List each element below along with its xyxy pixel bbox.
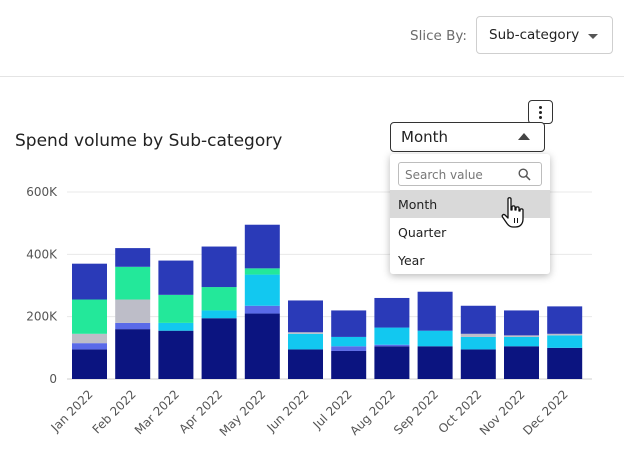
bar-segment <box>115 322 151 330</box>
bar-segment <box>374 297 410 328</box>
x-tick-label: Aug 2022 <box>347 387 398 438</box>
x-tick-label: Jun 2022 <box>263 387 311 435</box>
bar-segment <box>288 300 323 333</box>
x-tick-label: Jul 2022 <box>310 387 355 432</box>
bar-segment <box>158 322 194 331</box>
bar-segment <box>547 306 583 334</box>
bar-segment <box>158 330 194 379</box>
bar-segment <box>244 313 280 379</box>
bar-segment <box>374 344 410 347</box>
bar-segment <box>115 329 151 379</box>
x-tick-label: Nov 2022 <box>477 387 528 438</box>
bar-segment <box>417 346 453 379</box>
bar-segment <box>158 294 194 323</box>
option-year[interactable]: Year <box>398 253 425 268</box>
x-tick-label: Jan 2022 <box>48 387 96 435</box>
option-quarter[interactable]: Quarter <box>398 225 447 240</box>
bar-segment <box>374 346 410 379</box>
bar-segment <box>331 346 367 351</box>
search-input[interactable]: Search value <box>398 162 542 186</box>
top-bar: Slice By: Sub-category <box>0 0 624 77</box>
y-tick-label: 200K <box>26 310 58 324</box>
bar-segment <box>72 343 107 350</box>
bar-segment <box>460 349 496 379</box>
y-tick-label: 400K <box>26 247 58 261</box>
bar-segment <box>72 299 107 334</box>
search-placeholder: Search value <box>405 168 483 182</box>
bar-segment <box>244 274 280 306</box>
bar-segment <box>288 333 323 350</box>
bar-segment <box>115 299 151 323</box>
bar-segment <box>460 333 496 337</box>
y-tick-label: 0 <box>49 372 57 386</box>
header-divider <box>0 76 624 77</box>
bar-segment <box>547 333 583 336</box>
bar-segment <box>504 335 539 337</box>
bar-segment <box>72 349 107 379</box>
option-month[interactable]: Month <box>390 190 550 218</box>
x-tick-label: Mar 2022 <box>132 387 182 437</box>
bar-segment <box>201 246 237 288</box>
bar-segment <box>115 248 151 267</box>
bar-segment <box>72 333 107 344</box>
bar-segment <box>547 347 583 379</box>
bar-segment <box>244 224 280 269</box>
bar-segment <box>417 291 453 331</box>
bar-segment <box>201 318 237 379</box>
chevron-up-icon <box>518 133 530 140</box>
search-icon <box>518 168 531 181</box>
more-options-button[interactable] <box>528 100 553 124</box>
bar-segment <box>547 335 583 348</box>
bar-segment <box>201 287 237 311</box>
period-dropdown: Search value Month Quarter Year <box>390 154 550 274</box>
x-tick-label: Feb 2022 <box>90 387 139 436</box>
bar-segment <box>201 310 237 319</box>
bar-segment <box>417 330 453 347</box>
bar-segment <box>504 346 539 379</box>
bar-segment <box>504 336 539 347</box>
bar-segment <box>244 305 280 314</box>
period-select[interactable]: Month <box>390 122 545 152</box>
bar-segment <box>288 332 323 334</box>
bar-segment <box>158 260 194 295</box>
slice-by-value: Sub-category <box>489 27 580 43</box>
bar-segment <box>288 349 323 379</box>
slice-by-label: Slice By: <box>410 28 467 44</box>
bar-segment <box>460 305 496 334</box>
hand-pointer-icon <box>501 197 524 228</box>
y-tick-label: 600K <box>26 185 58 199</box>
x-tick-label: May 2022 <box>217 387 269 439</box>
bar-segment <box>115 266 151 300</box>
chart-title: Spend volume by Sub-category <box>15 131 283 151</box>
bar-segment <box>460 336 496 350</box>
bar-segment <box>331 336 367 347</box>
slice-by-select[interactable]: Sub-category <box>476 16 613 54</box>
x-tick-label: Sep 2022 <box>391 387 441 437</box>
x-tick-label: Dec 2022 <box>520 387 571 438</box>
more-options-icon <box>539 105 542 109</box>
bar-segment <box>331 310 367 337</box>
period-select-value: Month <box>401 128 449 146</box>
chevron-down-icon <box>588 34 598 39</box>
bar-segment <box>244 268 280 275</box>
bar-segment <box>72 263 107 300</box>
bar-segment <box>374 327 410 345</box>
bar-segment <box>504 310 539 336</box>
bar-segment <box>331 350 367 379</box>
